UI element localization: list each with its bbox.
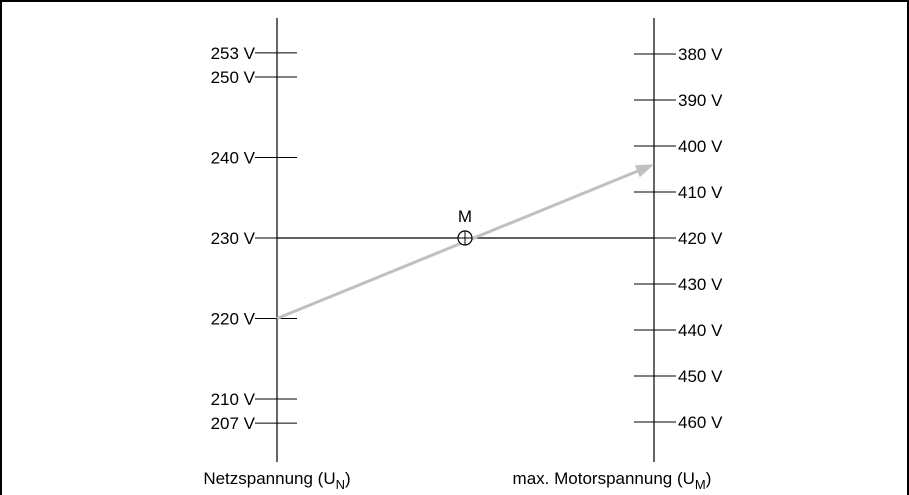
right-axis-title-main: max. Motorspannung (U [513,469,695,488]
right-tick-label-460: 460 V [678,413,723,432]
right-tick-label-390: 390 V [678,91,723,110]
pivot-point: M [457,207,473,246]
left-axis-title-sub: N [336,477,345,492]
right-tick-label-440: 440 V [678,321,723,340]
right-tick-label-380: 380 V [678,45,723,64]
left-tick-label-253: 253 V [211,44,256,63]
left-tick-label-220: 220 V [211,310,256,329]
left-axis-title-end: ) [345,469,351,488]
pivot-label: M [458,207,472,226]
left-tick-label-230: 230 V [211,229,256,248]
left-tick-label-240: 240 V [211,149,256,168]
left-axis-title-main: Netzspannung (U [203,469,335,488]
right-axis-title-sub: M [695,477,706,492]
right-tick-label-450: 450 V [678,367,723,386]
right-axis: 380 V 390 V 400 V 410 V 420 V 430 V 440 V 450 V… [634,18,723,462]
left-tick-label-207: 207 V [211,414,256,433]
left-tick-label-210: 210 V [211,390,256,409]
arrow-shaft [276,169,638,320]
left-axis: 253 V 250 V 240 V 230 V 220 V 210 V 207 V [211,18,297,462]
left-axis-title: Netzspannung (UN) [203,469,350,492]
right-axis-title: max. Motorspannung (UM) [513,469,712,492]
scale-arrow [276,164,654,320]
arrow-head [634,164,654,178]
left-tick-label-250: 250 V [211,68,256,87]
right-tick-label-410: 410 V [678,183,723,202]
right-tick-label-430: 430 V [678,275,723,294]
right-axis-title-end: ) [706,469,712,488]
right-tick-label-400: 400 V [678,137,723,156]
right-tick-label-420: 420 V [678,229,723,248]
